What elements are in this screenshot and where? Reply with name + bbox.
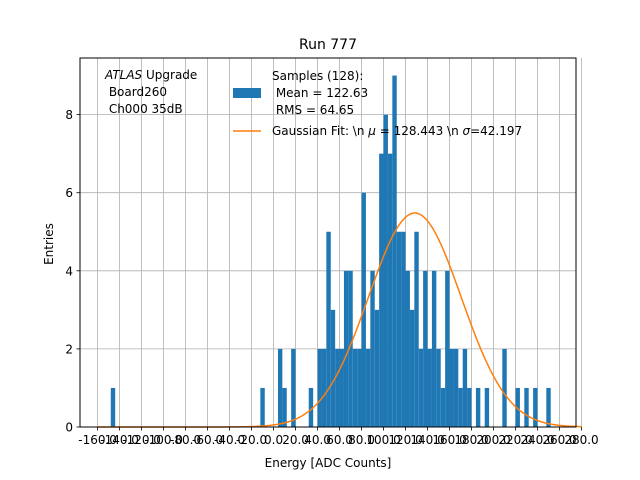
legend-fit-prefix: Gaussian Fit: \n — [272, 124, 368, 138]
chart-title: Run 777 — [299, 37, 357, 53]
histogram-bar — [260, 387, 265, 427]
x-tick-label: -40.0 — [214, 433, 245, 447]
y-tick-label: 0 — [65, 421, 73, 435]
x-tick-label: 40.0 — [304, 433, 331, 447]
legend-fit-suffix: =42.197 — [470, 124, 522, 138]
histogram-bar — [317, 348, 322, 427]
histogram-bar — [343, 270, 349, 427]
histogram-bar — [374, 309, 380, 427]
histogram-bar — [445, 270, 450, 427]
x-tick-label: 260.0 — [542, 433, 576, 447]
histogram-bar — [409, 309, 415, 427]
x-tick-label: 60.0 — [326, 433, 353, 447]
legend: Samples (128): Mean = 122.63 RMS = 64.65… — [233, 69, 522, 138]
histogram-bar — [392, 75, 397, 427]
legend-histogram-line-3: RMS = 64.65 — [272, 103, 354, 117]
histogram-bar — [427, 348, 432, 427]
axes-frame — [79, 57, 577, 428]
x-tick-label: 200.0 — [476, 433, 510, 447]
x-tick-label: -20.0 — [236, 433, 267, 447]
histogram-bar — [431, 270, 437, 427]
histogram-bar — [357, 348, 362, 427]
histogram-bar — [383, 114, 388, 428]
histogram-bar — [515, 387, 520, 427]
x-tick-label: 220.0 — [498, 433, 532, 447]
x-tick-label: -80.0 — [170, 433, 201, 447]
histogram-bar — [396, 231, 402, 427]
annotation-line-2: Board260 — [105, 85, 167, 99]
x-tick-label: 80.0 — [348, 433, 375, 447]
histogram-bar — [502, 348, 507, 427]
histogram-bar — [405, 270, 410, 427]
histogram-bar — [352, 348, 358, 427]
x-tick-label: -120.0 — [122, 433, 161, 447]
histogram-bar — [370, 270, 375, 427]
histogram-bar — [348, 270, 353, 427]
histogram-bar — [440, 387, 446, 427]
histogram-bar — [110, 387, 116, 427]
histogram-bar — [467, 387, 472, 427]
x-tick-label: 140.0 — [410, 433, 444, 447]
x-tick-label: -100.0 — [144, 433, 183, 447]
y-tick-label: 6 — [65, 186, 73, 200]
histogram-bar — [326, 231, 331, 427]
histogram-bar — [418, 348, 424, 427]
histogram-bar — [330, 309, 336, 427]
x-tick-label: -140.0 — [100, 433, 139, 447]
annotation-line-3: Ch000 35dB — [105, 102, 183, 116]
histogram-bar — [533, 387, 538, 427]
y-tick-label: 4 — [65, 264, 73, 278]
x-tick-label: -160.0 — [78, 433, 117, 447]
y-axis-label: Entries — [42, 223, 56, 265]
legend-fit-middle: = 128.443 \n — [376, 124, 463, 138]
histogram-bar — [379, 153, 384, 428]
y-tick-label: 8 — [65, 108, 73, 122]
legend-histogram-line-2: Mean = 122.63 — [272, 86, 368, 100]
histogram-bar — [458, 387, 463, 427]
x-tick-label: 240.0 — [520, 433, 554, 447]
x-tick-label: 100.0 — [366, 433, 400, 447]
histogram-bar — [449, 348, 454, 427]
histogram-bar — [423, 270, 428, 427]
histogram-bar — [321, 348, 327, 427]
annotation-line-1-rest: Upgrade — [142, 68, 197, 82]
legend-histogram-line-1: Samples (128): — [272, 69, 363, 83]
legend-fit-label: Gaussian Fit: \n μ = 128.443 \n σ=42.197 — [272, 124, 522, 138]
histogram-bar — [387, 153, 393, 428]
histogram-bar — [453, 348, 459, 427]
x-tick-label: 160.0 — [432, 433, 466, 447]
histogram-bar — [546, 387, 551, 427]
histogram-bar — [335, 348, 340, 427]
histogram-bar — [282, 387, 287, 427]
atlas-annotation: ATLAS Upgrade Board260 Ch000 35dB — [104, 68, 197, 116]
axis-ticks: -160.0-140.0-120.0-100.0-80.0-60.0-40.0-… — [65, 108, 598, 447]
legend-fit-mu: μ — [367, 124, 376, 138]
histogram-bar — [277, 348, 283, 427]
legend-histogram-swatch — [233, 88, 261, 98]
y-tick-label: 2 — [65, 342, 73, 356]
x-tick-label: 0.0 — [264, 433, 283, 447]
annotation-line-1: ATLAS Upgrade — [104, 68, 197, 82]
histogram-bar — [291, 348, 296, 427]
histogram-bar — [339, 348, 344, 427]
x-axis-label: Energy [ADC Counts] — [265, 456, 392, 470]
annotation-italic: ATLAS — [104, 68, 143, 82]
histogram-bar — [308, 387, 314, 427]
histogram-bar — [484, 387, 490, 427]
histogram-bar — [524, 387, 529, 427]
histogram-bar — [414, 231, 419, 427]
x-tick-label: 280.0 — [564, 433, 598, 447]
histogram-bar — [462, 348, 468, 427]
x-tick-label: -60.0 — [192, 433, 223, 447]
x-tick-label: 180.0 — [454, 433, 488, 447]
histogram-bar — [436, 348, 441, 427]
histogram-bar — [401, 231, 406, 427]
legend-fit-sigma: σ — [463, 124, 471, 138]
x-tick-label: 20.0 — [282, 433, 309, 447]
histogram-bar — [365, 348, 371, 427]
x-tick-label: 120.0 — [388, 433, 422, 447]
histogram-bar — [475, 387, 481, 427]
